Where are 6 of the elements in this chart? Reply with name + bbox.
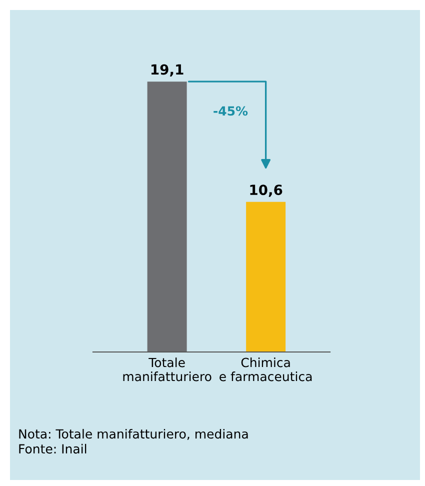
data-label: 19,1 bbox=[151, 64, 184, 77]
x-tick-label: Chimica e farmaceutica bbox=[220, 358, 312, 382]
data-label: 10,6 bbox=[250, 184, 282, 197]
x-tick-label: Totale manifatturiero bbox=[123, 358, 212, 382]
annotation: -45% bbox=[214, 106, 248, 116]
text: Nota: Totale manifatturiero, mediana Fonte: Inail bbox=[19, 428, 248, 454]
